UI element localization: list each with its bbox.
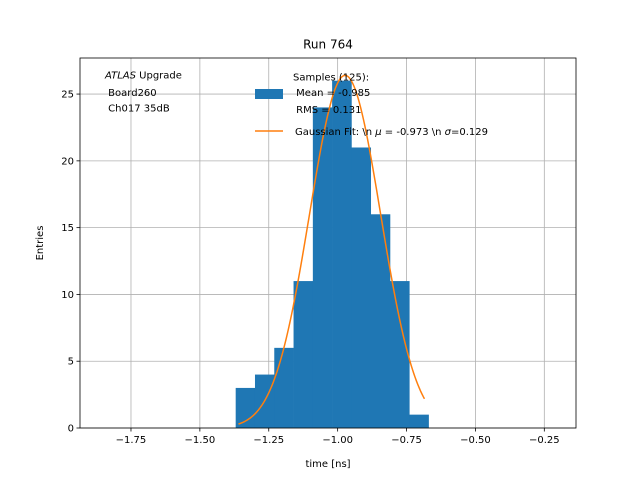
y-tick-label: 5 [68,357,74,368]
atlas-upgrade-line: ATLAS Upgrade [104,71,182,82]
fit-mu-symbol: μ [374,127,381,138]
legend-swatch-samples [255,89,283,99]
histogram-bar [293,281,314,428]
fit-mid: = -0.973 \n [382,127,445,138]
fit-sigma-symbol: σ [445,127,452,138]
x-tick-label: −1.50 [185,435,216,446]
channel-label: Ch017 35dB [105,104,170,115]
y-tick-label: 10 [61,290,74,301]
histogram-bar [312,107,333,428]
x-tick-label: −1.75 [116,435,147,446]
y-tick-label: 15 [61,223,74,234]
x-axis-label: time [ns] [305,459,350,470]
atlas-annotation: ATLAS Upgrade Board260 Ch017 35dB [104,71,182,115]
histogram-bar [351,147,372,429]
x-tick-label: −0.50 [460,435,491,446]
chart-title: Run 764 [303,38,353,52]
histogram-bar [332,80,352,428]
legend-fit-label: Gaussian Fit: \n μ = -0.973 \n σ=0.129 [295,127,488,138]
board-label: Board260 [105,88,157,99]
histogram-bar [274,347,294,428]
histogram-bar [370,214,391,428]
fit-suffix: =0.129 [451,127,488,138]
gaussian-fit-curve [238,74,426,425]
histogram-bars [235,80,429,429]
histogram-bar [390,281,410,428]
legend-samples-line3: RMS = 0.131 [293,105,361,116]
histogram-bar [235,387,256,428]
x-tick-label: −1.25 [253,435,284,446]
x-tick-label: −0.75 [391,435,422,446]
y-axis-label: Entries [35,226,46,261]
x-tick-label: −1.00 [322,435,353,446]
axis-ticks: −1.75 −1.50 −1.25 −1.00 −0.75 −0.50 −0.25 0 5 10 1… [61,90,559,446]
atlas-label: ATLAS [104,71,137,82]
y-tick-label: 0 [68,424,74,435]
plot-frame [79,57,577,429]
fit-curve-layer [238,74,426,425]
y-tick-label: 20 [61,156,74,167]
histogram-bar [409,414,429,428]
legend-samples-line2: Mean = -0.985 [293,88,370,99]
upgrade-label: Upgrade [136,71,182,82]
legend-samples-line1: Samples (125): [293,73,369,84]
fit-prefix: Gaussian Fit: \n [295,127,375,138]
y-tick-label: 25 [61,90,74,101]
x-tick-label: −0.25 [529,435,560,446]
legend: Samples (125): Mean = -0.985 RMS = 0.131… [255,73,488,138]
